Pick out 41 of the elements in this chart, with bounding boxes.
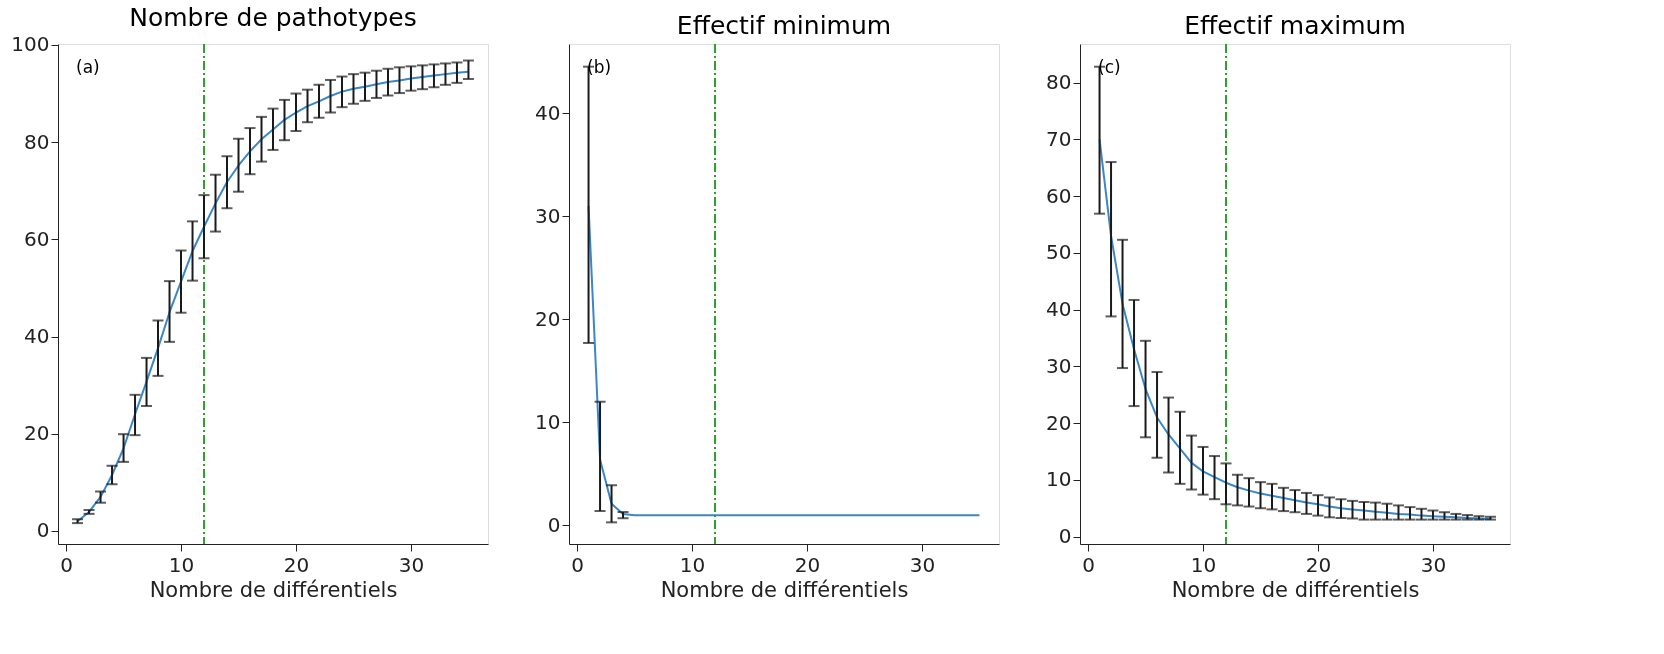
y-tick-label: 10 — [1046, 467, 1072, 492]
x-tick-label: 30 — [398, 552, 425, 577]
y-tick-label: 20 — [535, 306, 561, 331]
annotation: (b) — [587, 57, 612, 77]
x-tick-label: 20 — [1305, 552, 1332, 577]
y-tick-label: 70 — [1046, 126, 1072, 151]
chart-title: Nombre de pathotypes — [129, 2, 417, 32]
y-tick-label: 0 — [36, 518, 50, 543]
x-tick-label: 30 — [1420, 552, 1447, 577]
y-tick-label: 100 — [11, 32, 50, 57]
x-tick-label: 0 — [1082, 552, 1095, 577]
x-tick-label: 10 — [679, 552, 706, 577]
y-tick-label: 30 — [1046, 353, 1072, 378]
x-tick-label: 0 — [60, 552, 73, 577]
x-tick-label: 10 — [1190, 552, 1217, 577]
y-tick-label: 20 — [1046, 410, 1072, 435]
y-tick-label: 20 — [24, 421, 50, 446]
x-tick-label: 20 — [794, 552, 821, 577]
y-tick-label: 0 — [547, 512, 561, 537]
x-tick-label: 20 — [283, 552, 310, 577]
annotation: (a) — [76, 57, 100, 77]
y-tick-label: 50 — [1046, 240, 1072, 265]
x-tick-label: 30 — [909, 552, 936, 577]
annotation: (c) — [1098, 57, 1121, 77]
y-tick-label: 40 — [24, 324, 50, 349]
y-tick-label: 60 — [1046, 183, 1072, 208]
y-tick-label: 60 — [24, 226, 50, 251]
chart-title: Effectif maximum — [1184, 11, 1406, 40]
y-tick-label: 40 — [535, 100, 561, 125]
y-tick-label: 30 — [535, 203, 561, 228]
x-axis-title: Nombre de différentiels — [1171, 577, 1420, 602]
y-tick-label: 0 — [1058, 524, 1072, 549]
x-tick-label: 0 — [571, 552, 584, 577]
x-tick-label: 10 — [168, 552, 195, 577]
y-tick-label: 80 — [1046, 70, 1072, 95]
y-tick-label: 80 — [24, 129, 50, 154]
x-axis-title: Nombre de différentiels — [660, 577, 909, 602]
chart-title: Effectif minimum — [676, 11, 892, 40]
x-axis-title: Nombre de différentiels — [149, 577, 398, 602]
y-tick-label: 40 — [1046, 297, 1072, 322]
y-tick-label: 10 — [535, 409, 561, 434]
